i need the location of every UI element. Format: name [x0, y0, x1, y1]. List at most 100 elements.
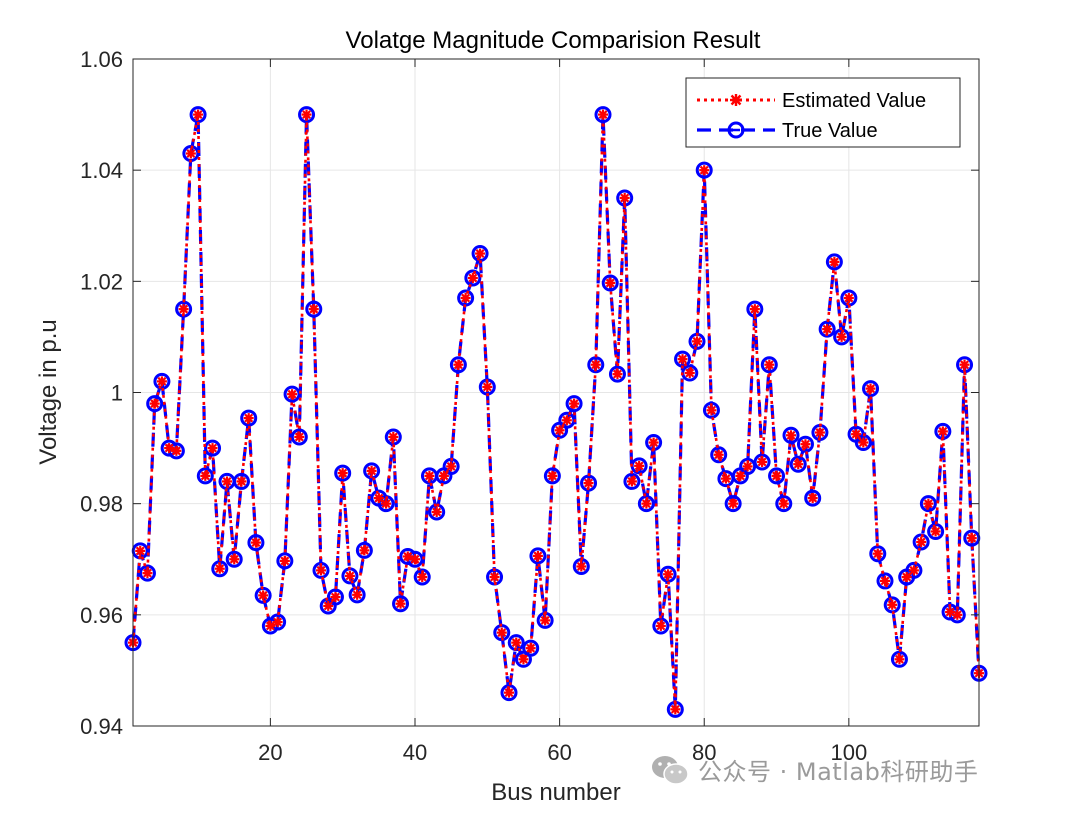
estimated-value-point	[800, 439, 811, 450]
estimated-value-point	[424, 470, 435, 481]
estimated-value-point	[735, 470, 746, 481]
estimated-value-point	[214, 563, 225, 574]
estimated-value-point	[431, 507, 442, 517]
estimated-value-point	[916, 537, 927, 548]
estimated-value-point	[822, 324, 833, 335]
estimated-value-point	[807, 493, 818, 504]
true-value-point	[196, 467, 214, 485]
estimated-value-point	[373, 493, 384, 504]
true-value-point	[927, 522, 945, 540]
series-estimated-value-line	[131, 113, 981, 711]
legend-estimated-marker	[730, 94, 742, 106]
estimated-value-point	[171, 445, 182, 456]
x-tick-label: 80	[692, 740, 716, 765]
estimated-value-point	[793, 459, 804, 470]
true-value-point	[775, 495, 793, 513]
estimated-value-point	[583, 478, 594, 489]
estimated-value-point	[352, 589, 363, 600]
true-value-point	[276, 552, 294, 570]
estimated-value-point	[851, 429, 862, 440]
estimated-value-point	[265, 620, 276, 631]
true-value-point	[146, 395, 164, 413]
true-value-point	[659, 565, 677, 583]
watermark: 公众号 · Matlab科研助手	[650, 752, 978, 787]
estimated-value-point	[720, 473, 731, 484]
estimated-value-point	[598, 109, 608, 120]
true-value-point	[601, 274, 619, 292]
estimated-value-point	[728, 498, 739, 509]
estimated-value-point	[663, 569, 674, 580]
estimated-value-point	[366, 465, 377, 476]
estimated-value-point	[959, 359, 970, 370]
true-value-point	[637, 495, 655, 513]
y-axis-label: Voltage in p.u	[35, 319, 62, 464]
true-value-point	[543, 467, 561, 485]
estimated-value-point	[460, 293, 471, 304]
true-value-point	[326, 588, 344, 606]
estimated-value-point	[561, 415, 572, 426]
estimated-value-point	[438, 470, 449, 481]
true-value-point	[211, 560, 229, 578]
estimated-value-point	[258, 590, 269, 601]
estimated-value-point	[236, 476, 247, 487]
true-value-point	[724, 495, 742, 513]
estimated-value-point	[344, 570, 355, 581]
estimated-value-point	[749, 304, 760, 315]
estimated-value-point	[814, 427, 825, 438]
estimated-value-point	[634, 460, 645, 471]
estimated-value-point	[337, 468, 348, 479]
true-value-point	[565, 395, 583, 413]
true-value-point	[334, 464, 352, 482]
legend-true-label: True Value	[782, 120, 878, 142]
estimated-value-point	[250, 537, 261, 548]
true-value-point	[710, 446, 728, 464]
estimated-value-point	[713, 449, 724, 460]
estimated-value-point	[684, 368, 695, 379]
estimated-value-point	[142, 568, 153, 579]
true-value-point	[869, 545, 887, 563]
true-value-point	[890, 650, 908, 668]
true-value-point	[608, 365, 626, 383]
chart-title: Volatge Magnitude Comparision Result	[346, 27, 761, 54]
estimated-value-point	[294, 431, 305, 442]
estimated-value-point	[193, 109, 204, 120]
estimated-value-point	[930, 526, 941, 537]
true-value-point	[760, 356, 778, 374]
true-value-point	[305, 300, 323, 318]
estimated-value-point	[829, 256, 840, 267]
estimated-value-point	[453, 359, 464, 370]
estimated-value-point	[843, 293, 854, 304]
estimated-value-point	[576, 561, 587, 572]
estimated-value-point	[511, 637, 522, 648]
y-tick-label: 1.06	[80, 47, 123, 72]
estimated-value-point	[446, 461, 457, 472]
wechat-icon	[652, 755, 689, 785]
true-value-point	[247, 534, 265, 552]
true-value-point	[204, 439, 222, 457]
x-tick-label: 40	[403, 740, 427, 765]
estimated-value-point	[692, 336, 702, 347]
estimated-value-point	[243, 413, 254, 424]
true-value-point	[449, 356, 467, 374]
x-tick-label: 20	[258, 740, 282, 765]
y-tick-label: 1	[111, 381, 123, 406]
true-value-point	[594, 106, 612, 124]
estimated-value-point	[590, 359, 601, 370]
true-value-point	[587, 356, 605, 374]
ticks: 20 40 60 80 100 0.94 0.96 0.98 1 1.02 1.04 1.06	[80, 47, 979, 765]
true-value-point	[500, 684, 518, 702]
true-value-point	[825, 253, 843, 271]
estimated-value-point	[626, 476, 637, 487]
estimated-value-point	[301, 109, 312, 120]
estimated-value-point	[858, 437, 869, 448]
true-value-point	[876, 572, 894, 590]
true-value-point	[189, 106, 207, 124]
estimated-value-point	[655, 620, 666, 631]
y-tick-label: 0.94	[80, 714, 123, 739]
estimated-value-point	[619, 192, 630, 203]
true-value-point	[796, 435, 814, 453]
true-value-point	[355, 541, 373, 559]
estimated-value-point	[135, 545, 146, 556]
estimated-value-point	[482, 381, 493, 392]
y-tick-label: 0.98	[80, 492, 123, 517]
